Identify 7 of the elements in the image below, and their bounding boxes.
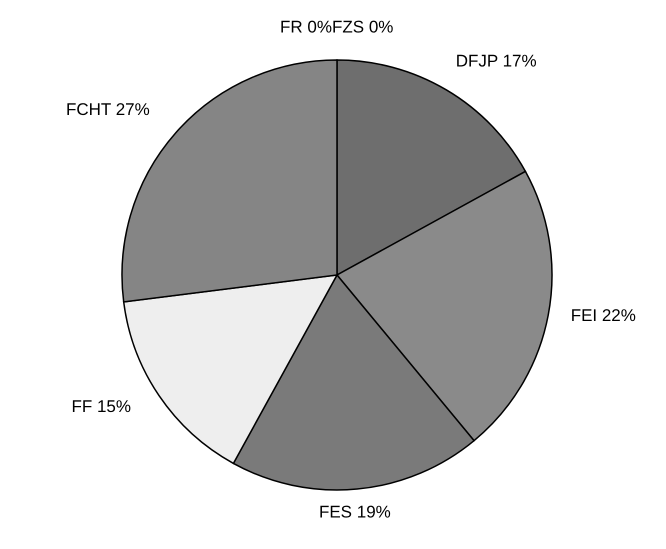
- slice-label: FEI 22%: [570, 306, 636, 326]
- slice-label: FF 15%: [71, 397, 132, 416]
- slice-label: FCHT 27%: [66, 100, 150, 119]
- slice-label: FES 19%: [318, 502, 391, 522]
- category-label: FR 0%: [280, 18, 332, 36]
- slice-label: DFJP 17%: [456, 51, 537, 70]
- category-label: FZS 0%: [332, 18, 394, 36]
